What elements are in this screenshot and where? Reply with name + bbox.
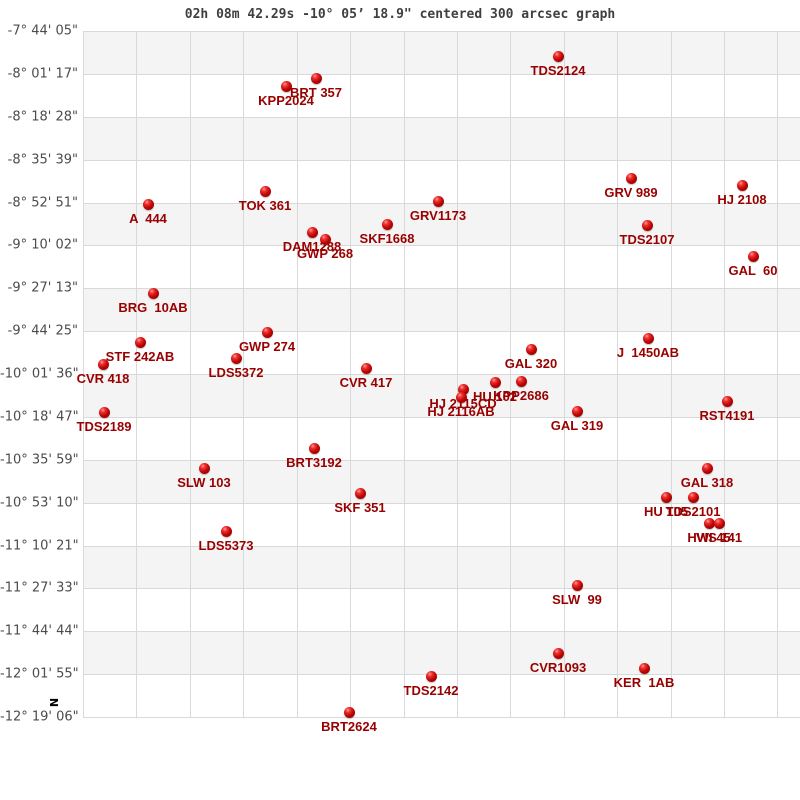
row-band [83,31,800,74]
y-tick-label: -11° 44' 44" [0,623,79,639]
gridline-vertical [456,31,458,717]
gridline-horizontal [83,631,800,633]
y-tick-label: -7° 44' 05" [7,23,78,39]
y-tick-label: -9° 44' 25" [7,323,78,339]
gridline-horizontal [83,588,800,590]
y-tick-label: -10° 53' 10" [0,495,79,511]
gridline-horizontal [83,416,800,418]
y-tick-label: -8° 01' 17" [7,66,78,82]
y-tick-label: -10° 18' 47" [0,409,79,425]
gridline-horizontal [83,288,800,290]
row-band [83,545,800,589]
gridline-vertical [296,31,298,717]
gridline-vertical [670,31,672,717]
row-band [83,202,800,246]
y-tick-label: -10° 35' 59" [0,452,79,468]
gridline-horizontal [83,73,800,75]
gridline-horizontal [83,31,800,32]
gridline-horizontal [83,245,800,247]
gridline-horizontal [83,159,800,161]
y-tick-label: -11° 27' 33" [0,580,79,596]
gridline-vertical [617,31,619,717]
gridline-vertical [510,31,512,717]
row-band [83,116,800,160]
y-tick-label: -8° 52' 51" [7,195,78,210]
gridline-vertical [189,31,191,717]
gridline-horizontal [83,717,800,718]
y-tick-label: -8° 18' 28" [7,109,78,125]
gridline-vertical [724,31,726,717]
y-tick-label: -12° 19' 06" [0,709,79,725]
y-tick-label: -9° 10' 02" [7,237,78,253]
gridline-vertical [403,31,405,717]
gridline-horizontal [83,116,800,118]
gridline-vertical [350,31,352,717]
y-tick-label: -9° 27' 13" [7,280,78,296]
gridline-vertical [243,31,245,717]
gridline-horizontal [83,374,800,375]
plot-area [83,31,800,718]
star-label: BRT2624 [321,719,377,734]
north-indicator: N [47,697,61,708]
gridline-vertical [777,31,779,717]
gridline-vertical [563,31,565,717]
gridline-horizontal [83,459,800,461]
gridline-horizontal [83,502,800,504]
y-tick-label: -12° 01' 55" [0,666,79,682]
gridline-horizontal [83,545,800,547]
row-band [83,631,800,675]
gridline-horizontal [83,674,800,676]
row-band [83,374,800,417]
gridline-vertical [136,31,138,717]
y-tick-label: -8° 35' 39" [7,152,78,168]
y-tick-label: -10° 01' 36" [0,366,79,382]
gridline-horizontal [83,331,800,333]
gridline-vertical [83,31,84,717]
chart-title: 02h 08m 42.29s -10° 05’ 18.9" centered 3… [184,7,616,22]
y-tick-label: -11° 10' 21" [0,538,79,553]
row-band [83,288,800,332]
